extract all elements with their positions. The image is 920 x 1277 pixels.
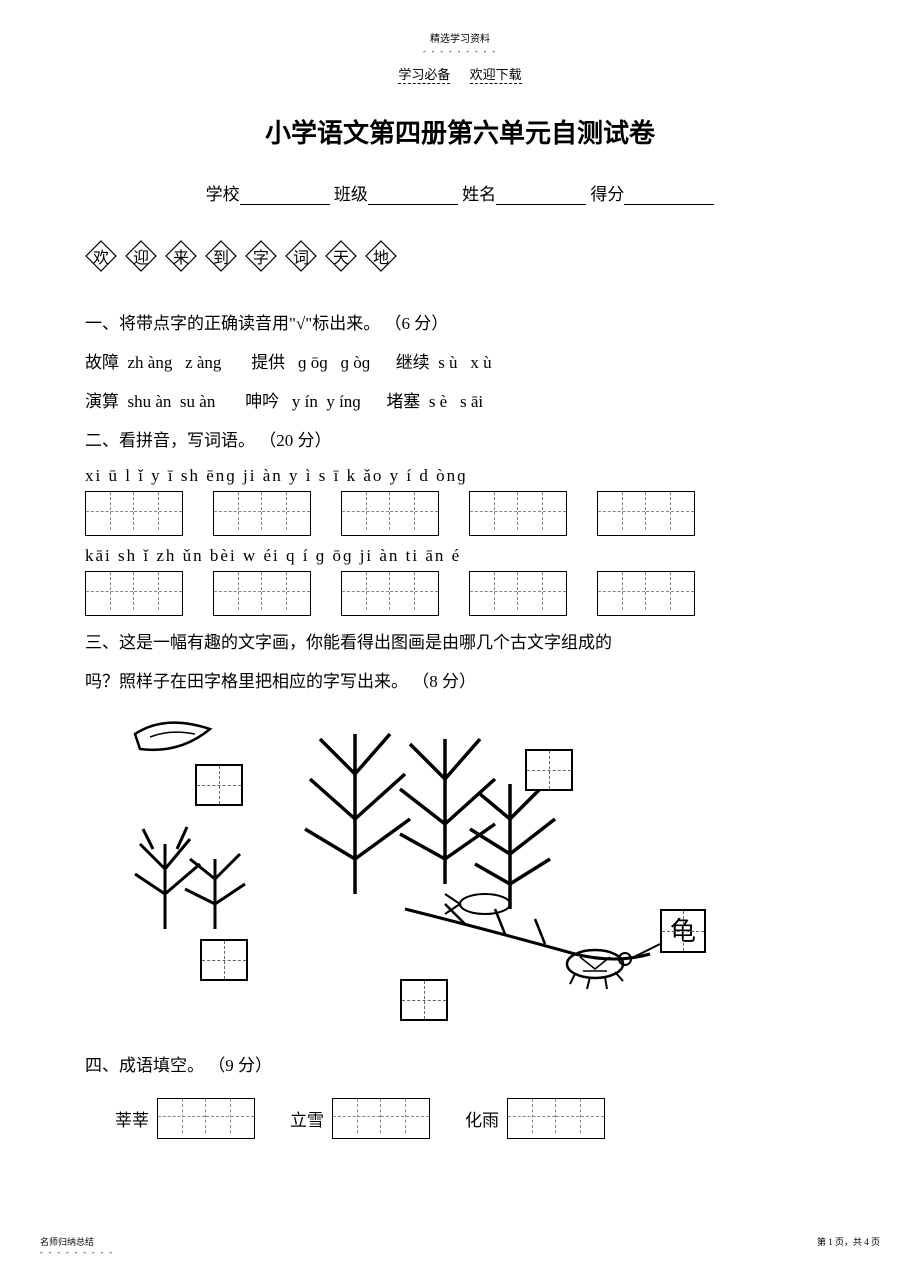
s4-item: 化雨 — [465, 1098, 605, 1139]
s1r2p5: s è — [429, 392, 447, 411]
main-title: 小学语文第四册第六单元自测试卷 — [85, 113, 835, 150]
s1r1p2: z àng — [185, 353, 221, 372]
diamond-char: 迎 — [125, 240, 157, 272]
blank-class[interactable] — [368, 187, 458, 205]
sub-header: 学习必备 欢迎下载 — [85, 64, 835, 83]
header-dots: - - - - - - - - - — [85, 47, 835, 56]
tian-grid[interactable] — [469, 491, 567, 536]
tian-grid[interactable] — [597, 491, 695, 536]
s1r1p4: ɡ òɡ — [340, 353, 370, 372]
s1r2w1: 演算 — [85, 392, 119, 411]
s4-item: 莘莘 — [115, 1098, 255, 1139]
tian-grid[interactable] — [507, 1098, 605, 1139]
grid-box-example: 龟 — [660, 909, 706, 953]
blank-name[interactable] — [496, 187, 586, 205]
s2-grid-row2 — [85, 571, 835, 616]
s1r1p1: zh àng — [128, 353, 173, 372]
grid-box-1[interactable] — [195, 764, 243, 806]
tian-grid[interactable] — [85, 491, 183, 536]
label-name: 姓名 — [462, 185, 496, 204]
section1-heading: 一、将带点字的正确读音用"√"标出来。 （6 分） — [85, 307, 835, 341]
section1-row1: 故障 zh àng z àng 提供 ɡ ōɡ ɡ òɡ 继续 s ù x ù — [85, 346, 835, 380]
diamond-row: 欢迎来到字词天地 — [85, 240, 835, 277]
label-school: 学校 — [206, 185, 240, 204]
tian-grid[interactable] — [213, 491, 311, 536]
s4-label: 化雨 — [465, 1106, 499, 1131]
diamond-char: 到 — [205, 240, 237, 272]
sub-header-2: 欢迎下载 — [470, 67, 522, 84]
picture-area: 龟 — [105, 709, 755, 1039]
s1r1w1: 故障 — [85, 353, 119, 372]
section3-heading1: 三、这是一幅有趣的文字画，你能看得出图画是由哪几个古文字组成的 — [85, 626, 835, 660]
footer-left: 名师归纳总结 — [40, 1235, 114, 1248]
footer-dots: - - - - - - - - - — [40, 1248, 114, 1257]
label-class: 班级 — [334, 185, 368, 204]
s1r1p6: x ù — [470, 353, 491, 372]
section1-row2: 演算 shu àn su àn 呻吟 y ín y ínɡ 堵塞 s è s ā… — [85, 385, 835, 419]
grid-box-3[interactable] — [200, 939, 248, 981]
tian-grid[interactable] — [332, 1098, 430, 1139]
s1r1w2: 提供 — [251, 353, 285, 372]
s1r2p2: su àn — [180, 392, 215, 411]
tian-grid[interactable] — [469, 571, 567, 616]
s2-pinyin-row2: kāi sh ǐ zh ǔn bèi w éi q í ɡ ōɡ ji àn t… — [85, 546, 835, 566]
sub-header-1: 学习必备 — [398, 67, 450, 84]
diamond-char: 字 — [245, 240, 277, 272]
tian-grid[interactable] — [157, 1098, 255, 1139]
footer: 名师归纳总结 - - - - - - - - - 第 1 页，共 4 页 — [40, 1235, 880, 1257]
tian-grid[interactable] — [85, 571, 183, 616]
diamond-char: 欢 — [85, 240, 117, 272]
tian-grid[interactable] — [597, 571, 695, 616]
s4-item: 立雪 — [290, 1098, 430, 1139]
label-score: 得分 — [590, 185, 624, 204]
diamond-char: 天 — [325, 240, 357, 272]
grid-box-2[interactable] — [525, 749, 573, 791]
s2-grid-row1 — [85, 491, 835, 536]
top-header: 精选学习资料 — [85, 30, 835, 45]
s1r2w3: 堵塞 — [386, 392, 420, 411]
grid-box-4[interactable] — [400, 979, 448, 1021]
blank-school[interactable] — [240, 187, 330, 205]
section3-heading2: 吗？照样子在田字格里把相应的字写出来。 （8 分） — [85, 665, 835, 699]
tian-grid[interactable] — [341, 491, 439, 536]
s1r2p3: y ín — [292, 392, 318, 411]
info-line: 学校 班级 姓名 得分 — [85, 180, 835, 205]
tian-grid[interactable] — [213, 571, 311, 616]
s1r2w2: 呻吟 — [245, 392, 279, 411]
diamond-char: 地 — [365, 240, 397, 272]
section4-row: 莘莘 立雪 化雨 — [115, 1098, 835, 1139]
s1r2p4: y ínɡ — [326, 392, 360, 411]
blank-score[interactable] — [624, 187, 714, 205]
diamond-char: 词 — [285, 240, 317, 272]
s4-label: 莘莘 — [115, 1106, 149, 1131]
section2-heading: 二、看拼音，写词语。 （20 分） — [85, 424, 835, 458]
s1r1w3: 继续 — [396, 353, 430, 372]
s1r1p5: s ù — [438, 353, 457, 372]
diamond-char: 来 — [165, 240, 197, 272]
section4-heading: 四、成语填空。 （9 分） — [85, 1049, 835, 1083]
s2-pinyin-row1: xi ū l ǐ y ī sh ēnɡ ji àn y ì s ī k ǎo y… — [85, 466, 835, 486]
s4-label: 立雪 — [290, 1106, 324, 1131]
footer-right: 第 1 页，共 4 页 — [817, 1235, 880, 1257]
tian-grid[interactable] — [341, 571, 439, 616]
s1r1p3: ɡ ōɡ — [298, 353, 328, 372]
s1r2p1: shu àn — [128, 392, 172, 411]
s1r2p6: s āi — [460, 392, 483, 411]
